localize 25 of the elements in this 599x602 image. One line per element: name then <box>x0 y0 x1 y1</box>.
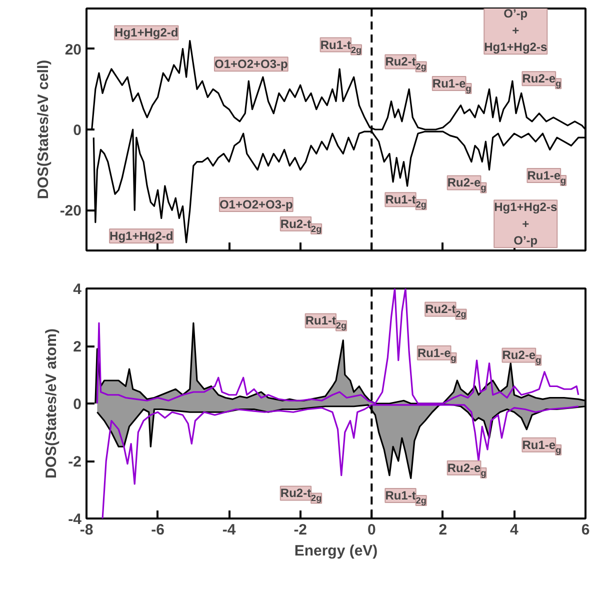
y-tick-label: -4 <box>68 511 82 528</box>
x-tick-label: 4 <box>510 522 520 538</box>
y-axis-title: DOS(States/eV atom) <box>43 328 60 479</box>
y-tick-label: -2 <box>68 454 82 470</box>
annotation: Hg1+Hg2-d <box>110 228 174 243</box>
x-axis-title: Energy (eV) <box>294 542 378 560</box>
annotation: O’-p + Hg1+Hg2-s <box>484 6 548 54</box>
y-tick-label: 20 <box>64 41 82 58</box>
annotation: Hg1+Hg2-d <box>114 26 178 40</box>
x-tick-label: 6 <box>581 522 590 538</box>
y-tick-label: 0 <box>73 122 82 139</box>
annotation: O1+O2+O3-p <box>219 198 293 212</box>
annotation: Hg1+Hg2-s + O’-p <box>494 200 558 248</box>
y-tick-label: 0 <box>73 396 82 413</box>
y-tick-label: 4 <box>73 281 82 298</box>
x-tick-label: 2 <box>438 522 448 538</box>
x-tick-label: 0 <box>367 522 376 538</box>
y-tick-label: 2 <box>73 338 82 356</box>
x-tick-label: -6 <box>151 522 164 538</box>
x-tick-label: -2 <box>294 522 308 538</box>
x-tick-label: -8 <box>80 522 94 538</box>
y-tick-label: -20 <box>60 202 82 220</box>
annotation: O1+O2+O3-p <box>214 57 288 72</box>
x-tick-label: -4 <box>222 522 236 538</box>
y-axis-title: DOS(States/eV cell) <box>34 60 52 200</box>
